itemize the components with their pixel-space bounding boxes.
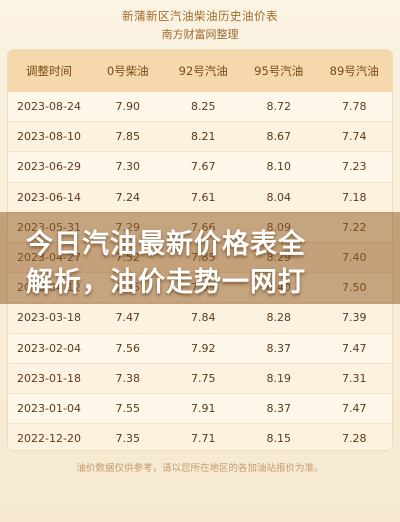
- cell-price: 8.21: [165, 121, 241, 153]
- cell-price: 8.72: [241, 92, 317, 123]
- column-header-date: 调整时间: [8, 50, 90, 92]
- cell-date: 2023-08-10: [8, 121, 90, 153]
- cell-date: 2023-01-18: [8, 363, 90, 394]
- cell-price: 7.90: [90, 92, 166, 123]
- cell-price: 7.47: [90, 302, 166, 334]
- table-row: 2023-01-04 7.55 7.91 8.37 7.47: [8, 393, 392, 425]
- cell-price: 7.85: [90, 121, 166, 153]
- column-header-diesel-0: 0号柴油: [90, 50, 166, 92]
- cell-price: 7.71: [165, 423, 241, 450]
- headline-banner: [0, 212, 400, 304]
- cell-date: 2023-08-24: [8, 92, 90, 123]
- cell-price: 7.28: [316, 423, 392, 450]
- table-row: 2023-08-24 7.90 8.25 8.72 7.78: [8, 92, 392, 123]
- cell-price: 7.38: [90, 363, 166, 394]
- cell-price: 8.04: [241, 182, 317, 213]
- cell-date: 2023-02-04: [8, 333, 90, 364]
- cell-price: 8.28: [241, 302, 317, 334]
- cell-price: 7.75: [165, 363, 241, 394]
- cell-date: 2023-06-29: [8, 151, 90, 183]
- cell-price: 7.47: [316, 393, 392, 425]
- cell-price: 7.30: [90, 151, 166, 183]
- page-title: 新蒲新区汽油柴油历史油价表: [122, 9, 278, 23]
- cell-price: 8.37: [241, 393, 317, 425]
- cell-date: 2023-06-14: [8, 182, 90, 213]
- cell-price: 7.23: [316, 151, 392, 183]
- cell-date: 2023-01-04: [8, 393, 90, 425]
- cell-price: 7.78: [316, 92, 392, 123]
- headline-line-2: 解析，油价走势一网打: [26, 267, 306, 298]
- cell-price: 7.84: [165, 302, 241, 334]
- page-subtitle: 南方财富网整理: [161, 28, 239, 41]
- cell-price: 7.61: [165, 182, 241, 213]
- cell-date: 2023-03-18: [8, 302, 90, 334]
- column-header-gasoline-92: 92号汽油: [165, 50, 241, 92]
- cell-price: 7.91: [165, 393, 241, 425]
- cell-price: 8.19: [241, 363, 317, 394]
- footer-note: 油价数据仅供参考，请以您所在地区的各加油站报价为准。: [76, 463, 324, 474]
- cell-price: 7.56: [90, 333, 166, 364]
- cell-price: 7.74: [316, 121, 392, 153]
- table-row: 2023-06-14 7.24 7.61 8.04 7.18: [8, 182, 392, 213]
- cell-price: 7.18: [316, 182, 392, 213]
- cell-price: 8.15: [241, 423, 317, 450]
- cell-price: 7.67: [165, 151, 241, 183]
- cell-price: 7.24: [90, 182, 166, 213]
- cell-price: 8.25: [165, 92, 241, 123]
- column-header-gasoline-95: 95号汽油: [241, 50, 317, 92]
- table-row: 2023-01-18 7.38 7.75 8.19 7.31: [8, 363, 392, 394]
- cell-price: 7.92: [165, 333, 241, 364]
- table-row: 2022-12-20 7.35 7.71 8.15 7.28: [8, 423, 392, 450]
- headline-line-1: 今日汽油最新价格表全: [26, 229, 306, 260]
- cell-price: 7.31: [316, 363, 392, 394]
- cell-date: 2022-12-20: [8, 423, 90, 450]
- table-row: 2023-02-04 7.56 7.92 8.37 7.47: [8, 333, 392, 364]
- table-row: 2023-06-29 7.30 7.67 8.10 7.23: [8, 151, 392, 183]
- cell-price: 8.37: [241, 333, 317, 364]
- table-row: 2023-08-10 7.85 8.21 8.67 7.74: [8, 121, 392, 153]
- header: 新蒲新区汽油柴油历史油价表 南方财富网整理: [0, 0, 400, 50]
- column-header-gasoline-89: 89号汽油: [316, 50, 392, 92]
- cell-price: 8.10: [241, 151, 317, 183]
- cell-price: 7.39: [316, 302, 392, 334]
- table-row: 2023-03-18 7.47 7.84 8.28 7.39: [8, 302, 392, 334]
- cell-price: 7.47: [316, 333, 392, 364]
- cell-price: 8.67: [241, 121, 317, 153]
- cell-price: 7.55: [90, 393, 166, 425]
- cell-price: 7.35: [90, 423, 166, 450]
- table-header-row: 调整时间 0号柴油 92号汽油 95号汽油 89号汽油: [8, 50, 392, 92]
